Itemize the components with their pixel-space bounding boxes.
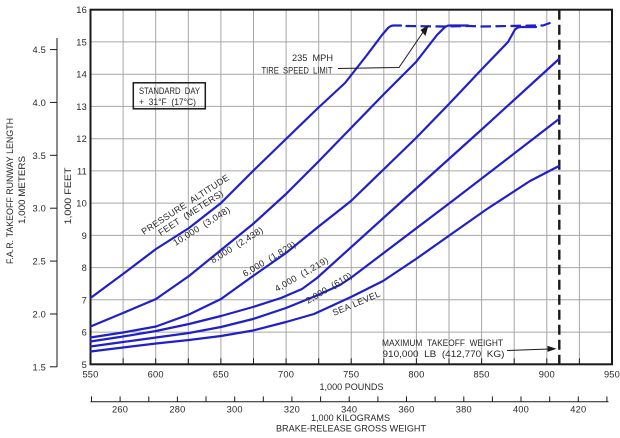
svg-text:7: 7 — [82, 295, 87, 305]
svg-text:F.A.R. TAKEOFF RUNWAY LENGTH: F.A.R. TAKEOFF RUNWAY LENGTH — [5, 118, 15, 264]
svg-text:910,000 LB (412,770 KG): 910,000 LB (412,770 KG) — [383, 349, 505, 359]
svg-text:750: 750 — [343, 370, 359, 380]
svg-text:1,000 METERS: 1,000 METERS — [17, 156, 27, 224]
svg-text:8: 8 — [82, 263, 87, 273]
svg-text:6: 6 — [82, 328, 87, 338]
svg-text:235 MPH: 235 MPH — [292, 53, 333, 63]
svg-text:550: 550 — [82, 370, 98, 380]
svg-text:10: 10 — [76, 199, 87, 209]
svg-text:11: 11 — [77, 166, 87, 176]
svg-text:380: 380 — [456, 405, 472, 415]
svg-text:6,000 (1,829): 6,000 (1,829) — [241, 239, 298, 279]
svg-text:800: 800 — [408, 370, 424, 380]
svg-text:8,000 (2,438): 8,000 (2,438) — [209, 225, 265, 265]
svg-text:5: 5 — [82, 360, 87, 370]
svg-text:400: 400 — [513, 405, 529, 415]
svg-text:600: 600 — [148, 370, 164, 380]
svg-text:300: 300 — [227, 405, 243, 415]
svg-text:900: 900 — [539, 370, 555, 380]
svg-text:1,000 KILOGRAMS: 1,000 KILOGRAMS — [311, 413, 390, 423]
svg-text:15: 15 — [76, 37, 87, 47]
svg-text:650: 650 — [213, 370, 229, 380]
svg-text:280: 280 — [169, 405, 185, 415]
svg-text:2,000 (610): 2,000 (610) — [304, 270, 354, 305]
svg-text:13: 13 — [76, 102, 87, 112]
svg-text:260: 260 — [112, 405, 128, 415]
svg-text:3.5: 3.5 — [32, 151, 46, 161]
svg-text:3.0: 3.0 — [32, 204, 46, 214]
svg-text:9: 9 — [82, 231, 87, 241]
svg-text:950: 950 — [604, 370, 620, 380]
svg-text:2.0: 2.0 — [32, 310, 46, 320]
svg-text:420: 420 — [570, 405, 586, 415]
svg-text:STANDARD DAY: STANDARD DAY — [139, 86, 200, 96]
svg-text:1,000 POUNDS: 1,000 POUNDS — [320, 382, 384, 392]
svg-text:1,000 FEET: 1,000 FEET — [63, 167, 73, 225]
svg-text:TIRE SPEED LIMIT: TIRE SPEED LIMIT — [262, 66, 333, 76]
svg-text:2.5: 2.5 — [32, 257, 46, 267]
svg-text:12: 12 — [76, 134, 87, 144]
svg-text:+ 31°F (17°C): + 31°F (17°C) — [139, 97, 196, 107]
svg-text:340: 340 — [341, 405, 357, 415]
svg-text:MAXIMUM TAKEOFF WEIGHT: MAXIMUM TAKEOFF WEIGHT — [382, 338, 503, 348]
svg-text:1.5: 1.5 — [32, 362, 46, 372]
svg-text:4.5: 4.5 — [32, 45, 46, 55]
svg-text:BRAKE-RELEASE GROSS WEIGHT: BRAKE-RELEASE GROSS WEIGHT — [276, 424, 427, 434]
svg-text:4.0: 4.0 — [32, 98, 46, 108]
svg-text:14: 14 — [76, 70, 87, 80]
svg-text:320: 320 — [284, 405, 300, 415]
svg-text:16: 16 — [76, 5, 87, 15]
svg-text:850: 850 — [474, 370, 490, 380]
svg-text:360: 360 — [398, 405, 414, 415]
svg-text:700: 700 — [278, 370, 294, 380]
